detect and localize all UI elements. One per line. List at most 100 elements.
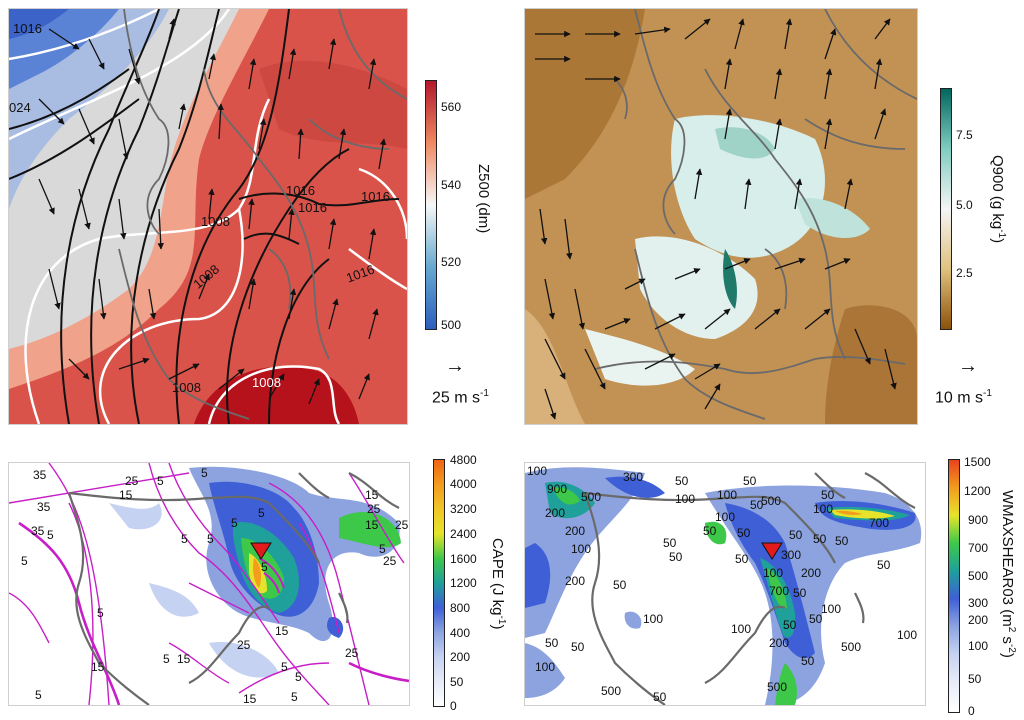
q900-colorbar-label: Q900 (g kg-1) <box>989 155 1007 243</box>
isobar-label: 024 <box>9 100 31 115</box>
cape-contour-label: 25 <box>345 646 359 660</box>
wmaxshear-label-mid: s <box>999 632 1016 644</box>
cape-contour-label: 35 <box>33 468 47 482</box>
wmaxshear-label-text: WMAXSHEAR03 (m <box>999 490 1016 627</box>
cape-label-text: CAPE (J kg <box>489 538 506 616</box>
z500-tick: 520 <box>441 255 462 269</box>
shear-contour-label: 50 <box>783 618 797 632</box>
wmaxshear-tick: 200 <box>968 613 989 627</box>
shear-contour-label: 50 <box>703 524 717 538</box>
shear-contour-label: 50 <box>613 578 627 592</box>
cape-contour-label: 5 <box>379 542 386 556</box>
shear-contour-label: 100 <box>643 612 664 626</box>
cape-colorbar <box>433 459 445 707</box>
z500-colorbar <box>425 80 437 330</box>
cape-contour-label: 5 <box>35 688 42 702</box>
cape-label-end: ) <box>489 624 506 630</box>
cape-contour-label: 25 <box>125 474 139 488</box>
cape-contour-label: 25 <box>383 554 397 568</box>
shear-contour-label: 700 <box>869 516 890 530</box>
cape-contour-label: 5 <box>163 652 170 666</box>
z500-tick: 540 <box>441 178 462 192</box>
isobar-label: 1016 <box>286 183 315 198</box>
z500-vector-key: 25 m s-1 <box>432 388 489 407</box>
cape-tick: 200 <box>450 650 471 664</box>
z500-tick: 560 <box>441 100 462 114</box>
cape-contour-label: 5 <box>207 532 214 546</box>
cape-contour-label: 15 <box>365 488 379 502</box>
wmaxshear-tick: 1500 <box>964 455 991 469</box>
shear-contour-label: 50 <box>821 488 835 502</box>
wmaxshear-tick: 100 <box>968 639 989 653</box>
cape-tick: 1600 <box>450 552 477 566</box>
shear-contour-label: 50 <box>750 498 764 512</box>
cape-tick: 1200 <box>450 576 477 590</box>
q900-vector-key-sup: -1 <box>983 388 992 399</box>
cape-contour-label: 15 <box>275 624 289 638</box>
shear-contour-label: 200 <box>565 524 586 538</box>
wmaxshear-label-end: ) <box>999 652 1016 658</box>
z500-vector-key-text: 25 m s <box>432 389 481 407</box>
wmaxshear-tick: 1200 <box>964 484 991 498</box>
shear-contour-label: 200 <box>769 636 790 650</box>
cape-contour-label: 15 <box>177 652 191 666</box>
shear-contour-label: 200 <box>545 506 566 520</box>
cape-contour-label: 5 <box>97 606 104 620</box>
shear-contour-label: 100 <box>675 492 696 506</box>
wmaxshear-tick: 900 <box>968 513 989 527</box>
cape-contour-label: 5 <box>201 466 208 480</box>
cape-contour-label: 5 <box>261 560 268 574</box>
isobar-label: 1008 <box>172 380 201 395</box>
shear-contour-label: 100 <box>535 660 556 674</box>
shear-contour-label: 50 <box>835 534 849 548</box>
shear-contour-label: 300 <box>623 470 644 484</box>
z500-colorbar-label: Z500 (dm) <box>475 164 492 233</box>
wmaxshear-tick: 50 <box>968 672 982 686</box>
q900-label-end: ) <box>989 238 1006 244</box>
shear-contour-label: 100 <box>763 566 784 580</box>
shear-contour-label: 500 <box>841 640 862 654</box>
shear-contour-label: 500 <box>761 494 782 508</box>
z500-tick: 500 <box>441 318 462 332</box>
z500-vector-key-arrow: → <box>445 355 465 377</box>
shear-contour-label: 700 <box>769 584 790 598</box>
cape-contour-label: 5 <box>47 528 54 542</box>
wmaxshear-label-sup2: -2 <box>1006 643 1017 653</box>
cape-contour-label: 5 <box>157 474 164 488</box>
isobar-label: 1016 <box>361 189 390 204</box>
isobar-label: 1016 <box>13 21 42 36</box>
shear-contour-label: 50 <box>653 690 667 704</box>
cape-contour-label: 5 <box>281 660 288 674</box>
cape-contour-label: 25 <box>237 638 251 652</box>
cape-contour-label: 5 <box>21 554 28 568</box>
wmaxshear-colorbar-label: WMAXSHEAR03 (m2 s-2) <box>999 490 1017 658</box>
shear-contour-label: 50 <box>675 474 689 488</box>
shear-contour-label: 50 <box>737 526 751 540</box>
shear-contour-label: 500 <box>767 680 788 694</box>
shear-contour-label: 100 <box>571 542 592 556</box>
shear-contour-label: 100 <box>821 602 842 616</box>
q900-tick: 7.5 <box>956 128 973 142</box>
shear-contour-label: 900 <box>547 482 568 496</box>
shear-contour-label: 500 <box>601 684 622 698</box>
wmaxshear-tick: 500 <box>968 569 989 583</box>
shear-contour-label: 50 <box>809 612 823 626</box>
q900-vector-key-arrow: → <box>958 355 978 377</box>
q900-tick: 5.0 <box>956 198 973 212</box>
cape-contour-label: 15 <box>91 660 105 674</box>
cape-tick: 50 <box>450 675 464 689</box>
shear-contour-label: 100 <box>717 488 738 502</box>
shear-contour-label: 500 <box>581 490 602 504</box>
cape-contour-label: 35 <box>37 500 51 514</box>
q900-colorbar <box>940 88 952 330</box>
cape-contour-label: 35 <box>31 524 45 538</box>
z500-vector-key-sup: -1 <box>480 388 489 399</box>
isobar-label: 1016 <box>298 200 327 215</box>
q900-tick: 2.5 <box>956 266 973 280</box>
cape-contour-label: 15 <box>119 488 133 502</box>
cape-contour-label: 25 <box>395 518 409 532</box>
q900-vector-key: 10 m s-1 <box>935 388 992 407</box>
q900-map <box>524 8 918 425</box>
cape-contour-label: 5 <box>291 690 298 704</box>
shear-contour-label: 50 <box>801 654 815 668</box>
